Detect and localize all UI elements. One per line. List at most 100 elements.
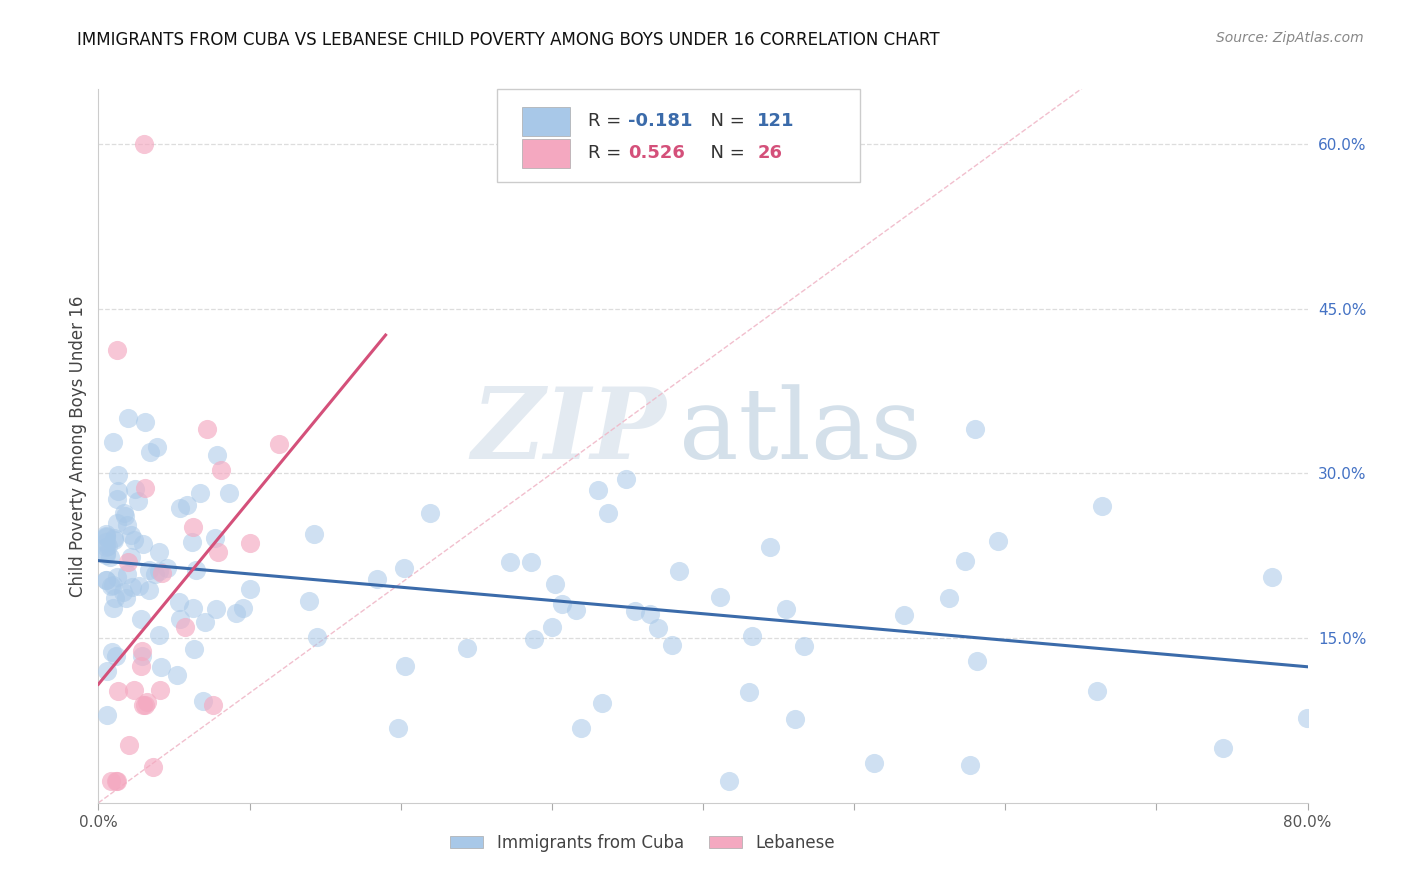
Point (129, 659, 152, 673)
Point (624, 604, 647, 618)
Point (94, 527, 117, 541)
Point (97, 539, 120, 553)
Point (738, 685, 761, 699)
Point (112, 585, 135, 599)
Point (1091, 499, 1114, 513)
Point (148, 545, 170, 559)
Point (709, 590, 731, 604)
Point (138, 445, 160, 459)
Point (647, 621, 669, 635)
Text: Source: ZipAtlas.com: Source: ZipAtlas.com (1216, 31, 1364, 45)
Point (188, 486, 211, 500)
Point (741, 629, 763, 643)
Point (863, 756, 886, 770)
Point (94, 548, 117, 562)
Point (105, 570, 128, 584)
Point (100, 773, 122, 788)
Point (955, 554, 977, 568)
Point (966, 654, 988, 668)
Point (586, 483, 609, 497)
Point (239, 582, 262, 597)
Point (96, 535, 118, 549)
Text: R =: R = (588, 145, 627, 162)
Text: ZIP: ZIP (472, 384, 666, 480)
Text: 26: 26 (758, 145, 782, 162)
Point (132, 537, 155, 551)
Point (195, 422, 218, 436)
Point (103, 531, 125, 545)
Point (94, 529, 117, 543)
Point (94, 573, 117, 587)
Point (1261, 570, 1284, 584)
Point (103, 591, 125, 606)
Point (520, 555, 543, 569)
Point (128, 579, 150, 593)
Point (117, 555, 139, 569)
Point (207, 545, 229, 559)
Point (183, 641, 205, 656)
Point (166, 668, 188, 682)
Point (167, 595, 190, 609)
Point (987, 533, 1010, 548)
Point (638, 607, 661, 622)
Point (366, 572, 388, 586)
Point (598, 507, 620, 521)
Point (592, 696, 614, 710)
Point (718, 773, 741, 788)
Point (129, 612, 152, 626)
Point (661, 638, 683, 652)
Point (117, 411, 139, 425)
Y-axis label: Child Poverty Among Boys Under 16: Child Poverty Among Boys Under 16 (69, 295, 87, 597)
Point (96, 707, 118, 722)
Point (142, 759, 165, 773)
Point (565, 603, 588, 617)
FancyBboxPatch shape (498, 89, 860, 182)
Point (394, 659, 416, 673)
Point (103, 578, 125, 592)
Point (169, 612, 191, 626)
Point (523, 632, 546, 647)
Point (149, 683, 172, 698)
Point (134, 415, 156, 429)
Point (118, 738, 141, 752)
Point (105, 773, 128, 788)
Point (184, 563, 207, 577)
Point (204, 531, 226, 545)
Point (94, 529, 117, 543)
Point (103, 435, 125, 450)
Point (114, 506, 136, 520)
Point (121, 580, 143, 594)
Point (114, 591, 136, 606)
Point (176, 498, 198, 512)
Text: N =: N = (699, 112, 751, 130)
Point (775, 602, 797, 616)
Point (191, 694, 214, 708)
Point (758, 541, 780, 555)
Point (131, 649, 153, 664)
Point (105, 649, 128, 664)
Point (103, 533, 125, 547)
Text: atlas: atlas (679, 384, 921, 480)
Text: -0.181: -0.181 (628, 112, 693, 130)
Point (180, 535, 202, 549)
Point (120, 549, 142, 564)
Text: N =: N = (699, 145, 751, 162)
Point (387, 722, 409, 736)
Point (614, 472, 637, 486)
Point (115, 566, 138, 581)
Point (134, 481, 156, 495)
Point (1085, 684, 1108, 698)
Point (132, 698, 155, 712)
Point (98, 550, 121, 565)
Point (938, 591, 960, 606)
Text: 121: 121 (758, 112, 794, 130)
Point (304, 526, 326, 541)
Point (134, 698, 156, 713)
Point (122, 533, 145, 548)
Point (101, 601, 124, 615)
Point (893, 607, 915, 622)
Point (183, 520, 205, 534)
Point (138, 582, 160, 597)
Point (105, 343, 128, 357)
Point (148, 628, 170, 642)
